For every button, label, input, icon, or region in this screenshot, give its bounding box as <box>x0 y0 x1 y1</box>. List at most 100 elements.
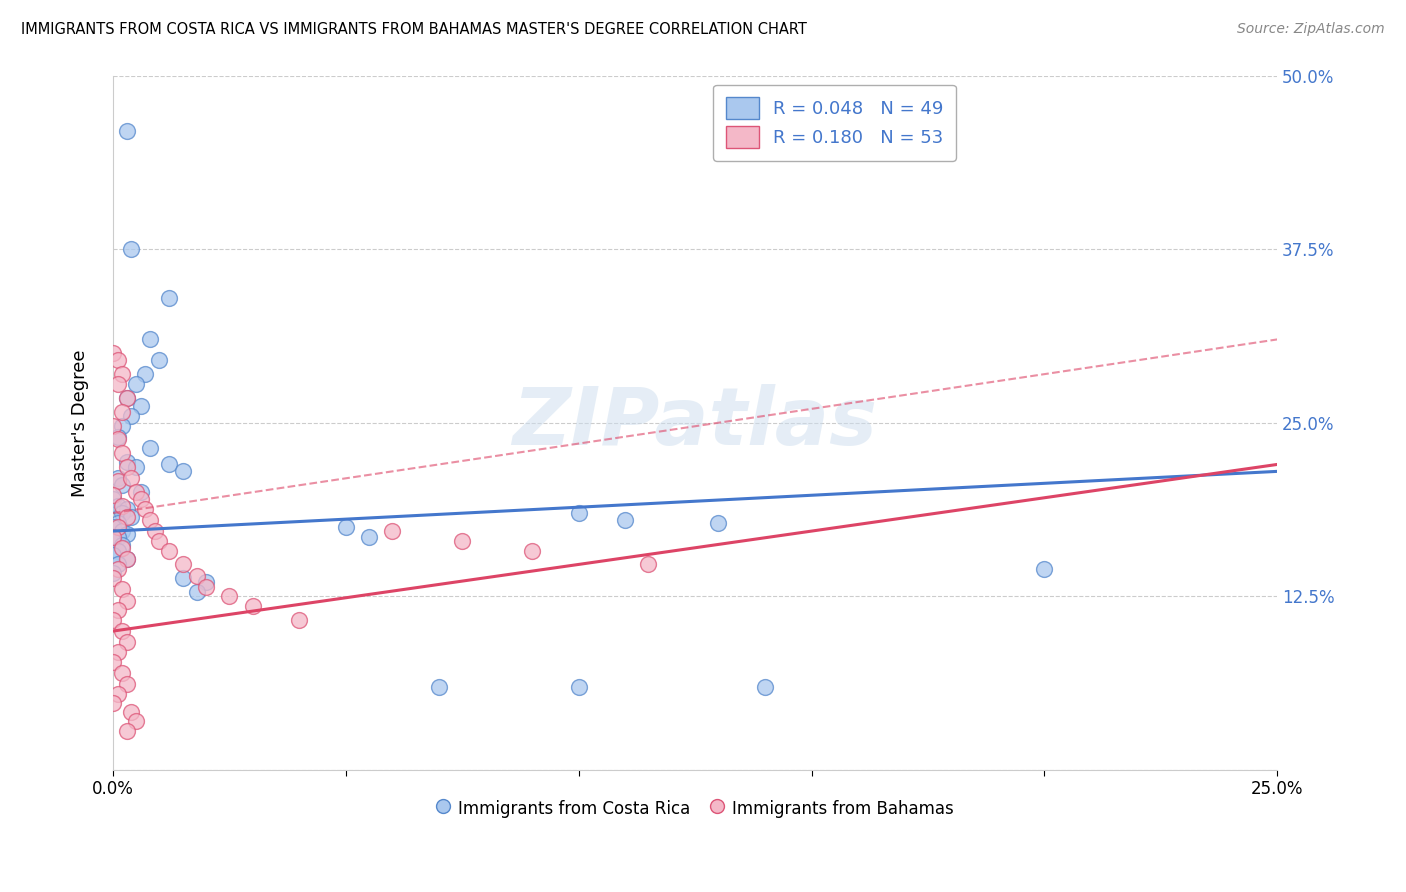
Point <box>111 665 134 680</box>
Point <box>115 527 138 541</box>
Point <box>101 488 124 502</box>
Point <box>111 582 134 597</box>
Point <box>139 333 162 347</box>
Point <box>115 677 138 691</box>
Point <box>1033 561 1056 575</box>
Point <box>101 696 124 710</box>
Point <box>111 367 134 381</box>
Point <box>172 558 194 572</box>
Point <box>101 418 124 433</box>
Point <box>101 613 124 627</box>
Point <box>568 680 591 694</box>
Point <box>707 516 730 530</box>
Point <box>101 346 124 360</box>
Point <box>107 603 129 617</box>
Point <box>357 530 380 544</box>
Point <box>115 552 138 566</box>
Point <box>125 485 148 500</box>
Point <box>107 645 129 659</box>
Point <box>754 680 776 694</box>
Point <box>121 510 143 524</box>
Point <box>451 533 474 548</box>
Point <box>115 552 138 566</box>
Point <box>111 478 134 492</box>
Point <box>115 724 138 739</box>
Point <box>129 485 152 500</box>
Point <box>242 599 264 613</box>
Point <box>115 501 138 516</box>
Legend: Immigrants from Costa Rica, Immigrants from Bahamas: Immigrants from Costa Rica, Immigrants f… <box>430 793 960 824</box>
Y-axis label: Master's Degree: Master's Degree <box>72 349 89 497</box>
Point <box>172 571 194 585</box>
Point <box>101 548 124 562</box>
Point <box>186 568 208 582</box>
Point <box>139 441 162 455</box>
Point <box>157 458 180 472</box>
Point <box>195 575 218 590</box>
Point <box>107 558 129 572</box>
Point <box>111 541 134 555</box>
Point <box>115 635 138 649</box>
Point <box>134 367 156 381</box>
Point <box>101 571 124 585</box>
Point <box>107 430 129 444</box>
Point <box>148 353 170 368</box>
Text: ZIPatlas: ZIPatlas <box>513 384 877 462</box>
Point <box>568 506 591 520</box>
Point <box>195 580 218 594</box>
Point <box>115 391 138 405</box>
Point <box>111 538 134 552</box>
Point <box>111 624 134 639</box>
Point <box>115 460 138 475</box>
Point <box>115 455 138 469</box>
Text: IMMIGRANTS FROM COSTA RICA VS IMMIGRANTS FROM BAHAMAS MASTER'S DEGREE CORRELATIO: IMMIGRANTS FROM COSTA RICA VS IMMIGRANTS… <box>21 22 807 37</box>
Point <box>157 291 180 305</box>
Point <box>111 404 134 418</box>
Point <box>111 446 134 460</box>
Point <box>148 533 170 548</box>
Point <box>637 558 659 572</box>
Point <box>121 705 143 719</box>
Point <box>101 530 124 544</box>
Point <box>107 471 129 485</box>
Point <box>335 520 357 534</box>
Point <box>101 492 124 507</box>
Point <box>186 585 208 599</box>
Point <box>134 501 156 516</box>
Point <box>111 524 134 538</box>
Point <box>101 566 124 580</box>
Point <box>101 520 124 534</box>
Point <box>125 376 148 391</box>
Point <box>107 353 129 368</box>
Text: Source: ZipAtlas.com: Source: ZipAtlas.com <box>1237 22 1385 37</box>
Point <box>121 471 143 485</box>
Point <box>101 533 124 548</box>
Point <box>129 399 152 413</box>
Point <box>111 418 134 433</box>
Point <box>125 460 148 475</box>
Point <box>107 687 129 701</box>
Point <box>111 506 134 520</box>
Point <box>125 714 148 729</box>
Point <box>381 524 404 538</box>
Point <box>115 391 138 405</box>
Point <box>107 499 129 513</box>
Point <box>107 376 129 391</box>
Point <box>288 613 311 627</box>
Point <box>107 433 129 447</box>
Point <box>614 513 637 527</box>
Point <box>107 561 129 575</box>
Point <box>115 593 138 607</box>
Point <box>218 590 240 604</box>
Point <box>107 530 129 544</box>
Point <box>111 499 134 513</box>
Point <box>121 409 143 423</box>
Point <box>172 464 194 478</box>
Point <box>115 510 138 524</box>
Point <box>107 520 129 534</box>
Point <box>143 524 166 538</box>
Point <box>101 655 124 669</box>
Point <box>107 474 129 488</box>
Point <box>129 492 152 507</box>
Point <box>157 543 180 558</box>
